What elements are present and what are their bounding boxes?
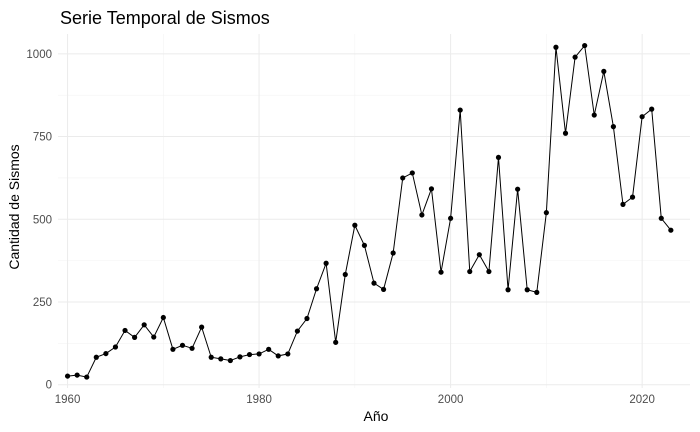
data-point bbox=[486, 268, 492, 275]
data-point bbox=[218, 356, 224, 362]
data-point bbox=[495, 154, 502, 161]
data-point bbox=[543, 210, 549, 216]
data-point bbox=[524, 287, 530, 293]
data-point bbox=[151, 334, 157, 340]
series-line bbox=[67, 44, 672, 378]
data-point bbox=[237, 354, 243, 360]
data-point bbox=[428, 186, 435, 192]
data-point bbox=[438, 269, 444, 275]
y-tick-label: 250 bbox=[33, 297, 52, 309]
x-axis-ticks: 1960 1980 2000 2020 bbox=[55, 394, 655, 406]
x-tick-label: 1980 bbox=[246, 394, 272, 406]
data-point bbox=[361, 242, 368, 249]
data-point bbox=[505, 287, 511, 293]
data-point bbox=[275, 353, 281, 359]
data-point bbox=[93, 354, 99, 360]
y-axis-title: Cantidad de Sismos bbox=[6, 144, 22, 269]
data-point bbox=[189, 345, 195, 351]
y-axis-ticks: 0 250 500 750 1000 bbox=[26, 49, 52, 392]
data-point bbox=[170, 346, 176, 352]
data-point bbox=[457, 107, 463, 113]
data-point bbox=[610, 124, 616, 130]
data-point bbox=[476, 252, 482, 258]
data-point bbox=[553, 44, 559, 50]
data-point bbox=[84, 374, 90, 380]
data-point bbox=[639, 114, 645, 120]
chart-title: Serie Temporal de Sismos bbox=[60, 8, 270, 28]
data-point bbox=[400, 175, 406, 181]
x-tick-label: 1960 bbox=[55, 394, 81, 406]
data-point bbox=[112, 344, 119, 350]
data-point bbox=[256, 351, 262, 357]
data-point bbox=[515, 186, 521, 192]
data-point bbox=[103, 350, 109, 357]
x-tick-label: 2000 bbox=[438, 394, 464, 406]
data-point bbox=[199, 324, 205, 330]
y-tick-label: 0 bbox=[46, 380, 52, 392]
data-point bbox=[285, 351, 291, 357]
y-tick-label: 500 bbox=[33, 214, 52, 226]
data-point bbox=[141, 322, 147, 328]
data-point bbox=[160, 314, 166, 321]
data-point bbox=[658, 215, 664, 221]
data-point bbox=[591, 112, 597, 118]
data-point bbox=[467, 268, 473, 275]
data-point bbox=[562, 130, 569, 136]
data-point bbox=[380, 286, 387, 293]
data-point bbox=[227, 357, 233, 364]
data-point bbox=[122, 327, 128, 334]
data-point bbox=[313, 286, 320, 292]
data-point bbox=[448, 215, 454, 221]
data-point bbox=[333, 339, 339, 345]
data-point bbox=[208, 354, 214, 360]
data-point bbox=[534, 289, 540, 295]
y-tick-label: 750 bbox=[33, 132, 52, 144]
data-point bbox=[390, 250, 396, 256]
data-point bbox=[179, 342, 186, 348]
data-point bbox=[294, 328, 300, 334]
data-point bbox=[371, 280, 377, 286]
data-point bbox=[323, 260, 329, 266]
data-point bbox=[342, 271, 348, 278]
data-point bbox=[246, 351, 253, 358]
data-point bbox=[620, 201, 626, 207]
x-axis-title: Año bbox=[364, 408, 389, 424]
data-point bbox=[409, 170, 415, 176]
x-tick-label: 2020 bbox=[629, 394, 655, 406]
data-point bbox=[572, 54, 578, 60]
data-point bbox=[668, 227, 674, 233]
data-point bbox=[266, 346, 272, 352]
data-point bbox=[649, 106, 655, 112]
y-tick-label: 1000 bbox=[26, 49, 52, 61]
data-point bbox=[419, 212, 425, 218]
data-point bbox=[601, 68, 607, 74]
data-point bbox=[64, 373, 71, 379]
data-point bbox=[304, 315, 310, 322]
data-point bbox=[352, 222, 358, 228]
data-series bbox=[64, 42, 674, 380]
data-point bbox=[582, 42, 588, 49]
grid bbox=[58, 34, 690, 388]
data-point bbox=[132, 334, 138, 340]
data-point bbox=[74, 372, 80, 378]
data-point bbox=[629, 194, 636, 200]
